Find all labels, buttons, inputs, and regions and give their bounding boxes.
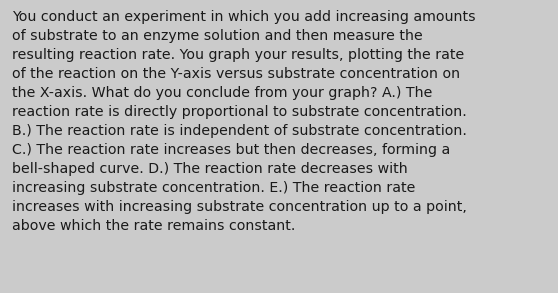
Text: You conduct an experiment in which you add increasing amounts
of substrate to an: You conduct an experiment in which you a…: [12, 10, 476, 233]
